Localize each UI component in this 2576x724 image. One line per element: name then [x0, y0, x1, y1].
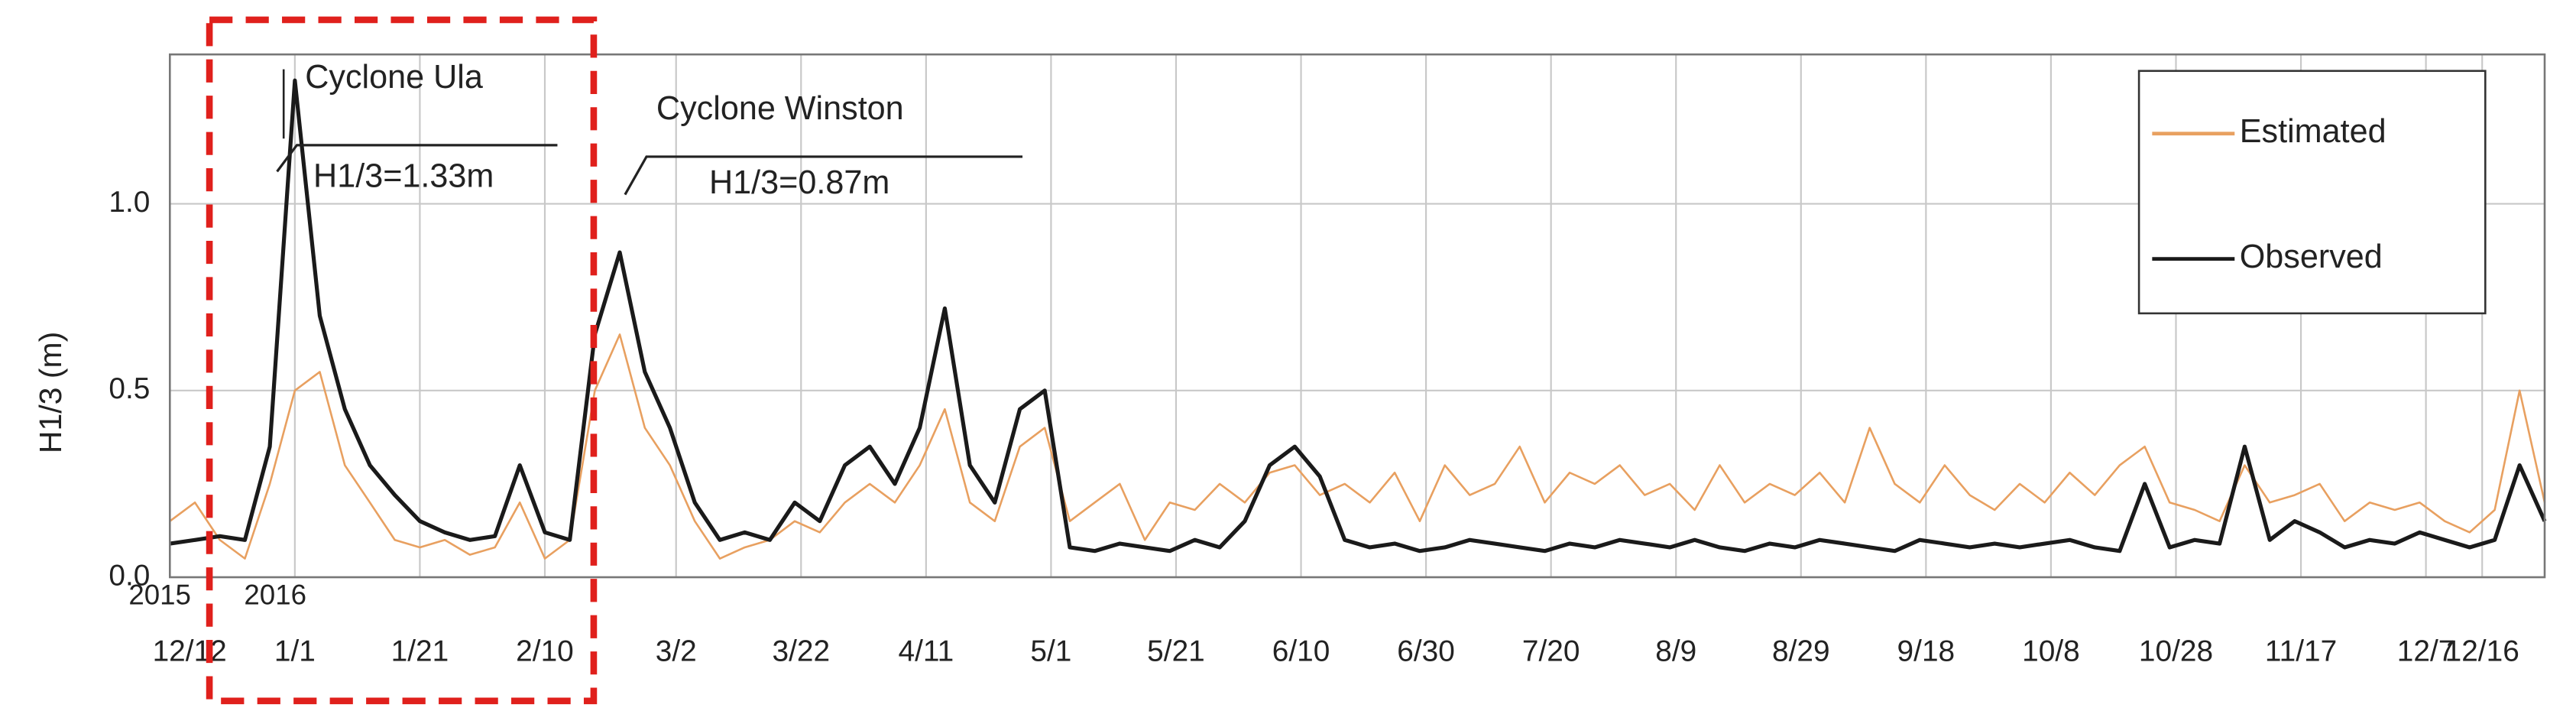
legend-label: Observed: [2240, 239, 2383, 275]
x-tick-label: 3/22: [772, 635, 830, 667]
x-tick-label: 11/17: [2265, 635, 2337, 667]
annotation-leader: [624, 155, 1023, 196]
x-tick-label: 12/12: [153, 635, 227, 667]
x-tick-label: 5/1: [1030, 635, 1071, 667]
x-tick-label: 9/18: [1897, 635, 1955, 667]
x-tick-label: 1/1: [274, 635, 316, 667]
x-tick-label: 6/30: [1397, 635, 1455, 667]
annotation: 2015: [128, 580, 191, 611]
x-tick-label: 4/11: [898, 635, 954, 667]
x-tick-label: 7/20: [1522, 635, 1580, 667]
annotation: Cyclone Ula: [305, 59, 483, 96]
x-tick-label: 10/8: [2022, 635, 2080, 667]
y-tick-label: 1.0: [109, 186, 150, 219]
y-tick-label: 0.5: [109, 372, 150, 405]
x-tick-label: 12/7: [2397, 635, 2455, 667]
x-tick-label: 8/9: [1655, 635, 1696, 667]
series-line: [169, 333, 2546, 560]
x-tick-label: 10/28: [2139, 635, 2213, 667]
legend-box: [2137, 70, 2487, 315]
x-tick-label: 12/16: [2445, 635, 2519, 667]
annotation: 2016: [244, 580, 306, 611]
legend-label: Estimated: [2240, 113, 2386, 150]
x-tick-label: 5/21: [1147, 635, 1205, 667]
annotation: H1/3=0.87m: [709, 164, 889, 201]
y-axis-label: H1/3 (m): [33, 332, 68, 453]
x-tick-label: 3/2: [656, 635, 697, 667]
highlight-box: [206, 16, 598, 705]
x-tick-label: 6/10: [1272, 635, 1330, 667]
plot-frame: [168, 53, 2546, 579]
annotation: Cyclone Winston: [656, 90, 904, 127]
x-tick-label: 2/10: [516, 635, 574, 667]
x-tick-label: 8/29: [1772, 635, 1830, 667]
series-line: [169, 78, 2547, 554]
annotation-leader: [276, 144, 558, 173]
annotation: H1/3=1.33m: [313, 157, 494, 194]
y-tick-label: 0.0: [109, 559, 150, 592]
x-tick-label: 1/21: [391, 635, 449, 667]
